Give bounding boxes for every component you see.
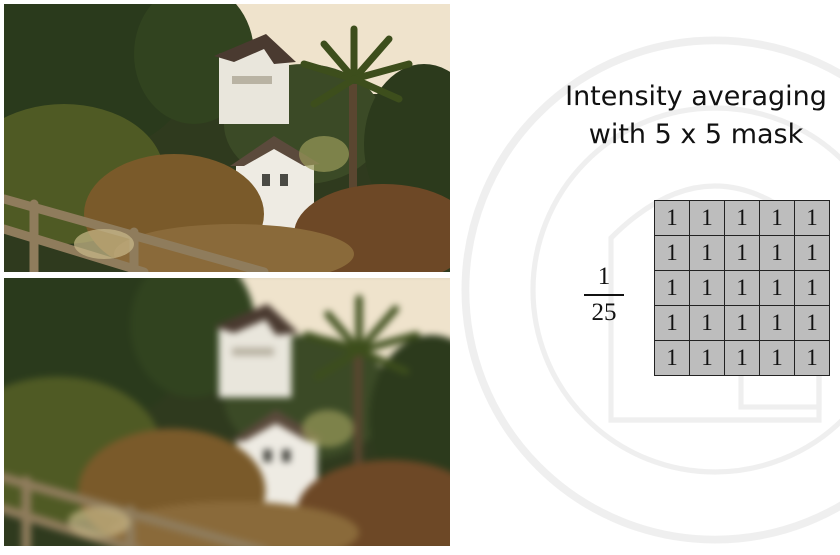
mask-cell: 1 [724,270,760,306]
mask-cell: 1 [724,235,760,271]
mask-row: 1 1 1 1 1 [654,305,830,341]
mask-cell: 1 [794,305,830,341]
mask-cell: 1 [759,270,795,306]
fraction-denominator: 25 [591,299,617,326]
mask-cell: 1 [724,305,760,341]
mask-cell: 1 [654,340,690,376]
mask-cell: 1 [689,200,725,236]
mask-row: 1 1 1 1 1 [654,270,830,306]
normalization-fraction: 1 25 [578,262,630,328]
mask-cell: 1 [654,200,690,236]
fraction-numerator: 1 [597,263,611,290]
mask-cell: 1 [759,305,795,341]
mask-row: 1 1 1 1 1 [654,340,830,376]
mask-row: 1 1 1 1 1 [654,235,830,271]
mask-cell: 1 [654,305,690,341]
mask-cell: 1 [654,270,690,306]
mask-cell: 1 [724,340,760,376]
slide-title: Intensity averaging with 5 x 5 mask [540,78,840,154]
mask-cell: 1 [794,235,830,271]
averaging-mask-grid: 1 1 1 1 1 1 1 1 1 1 1 1 1 1 1 1 1 1 1 1 … [654,200,830,376]
mask-cell: 1 [794,200,830,236]
mask-cell: 1 [724,200,760,236]
mask-cell: 1 [759,200,795,236]
mask-cell: 1 [794,270,830,306]
original-photo [4,4,450,272]
mask-cell: 1 [654,235,690,271]
mask-cell: 1 [759,235,795,271]
mask-cell: 1 [759,340,795,376]
mask-cell: 1 [689,340,725,376]
mask-cell: 1 [689,235,725,271]
title-line-1: Intensity averaging [565,81,827,112]
mask-cell: 1 [689,305,725,341]
fraction-bar [584,294,624,296]
title-line-2: with 5 x 5 mask [588,119,804,150]
mask-cell: 1 [794,340,830,376]
mask-cell: 1 [689,270,725,306]
blurred-photo [4,278,450,546]
mask-row: 1 1 1 1 1 [654,200,830,236]
